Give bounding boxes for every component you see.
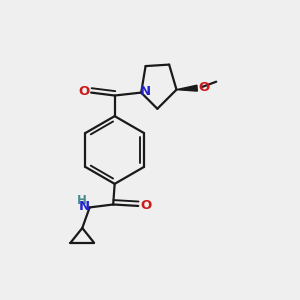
Text: O: O (78, 85, 89, 98)
Text: O: O (198, 81, 209, 94)
Polygon shape (176, 85, 197, 91)
Text: N: N (140, 85, 151, 98)
Text: O: O (140, 199, 151, 212)
Text: H: H (77, 194, 87, 207)
Text: N: N (79, 200, 90, 213)
